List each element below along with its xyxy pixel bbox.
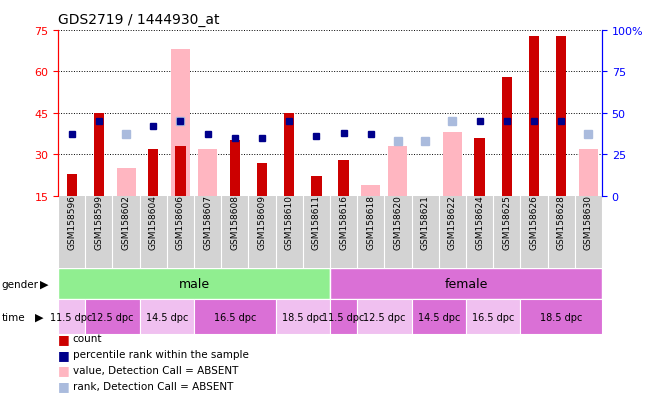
- Bar: [556, 36, 566, 196]
- Text: count: count: [73, 334, 102, 344]
- Bar: [416, 196, 435, 199]
- Bar: [171, 50, 190, 196]
- Text: female: female: [444, 278, 488, 290]
- Bar: [198, 150, 217, 196]
- Text: ■: ■: [58, 379, 70, 392]
- Bar: [339, 160, 348, 196]
- Text: 14.5 dpc: 14.5 dpc: [418, 312, 460, 322]
- Bar: [140, 299, 194, 335]
- Text: value, Detection Call = ABSENT: value, Detection Call = ABSENT: [73, 365, 238, 375]
- Bar: [148, 150, 158, 196]
- Bar: [194, 299, 276, 335]
- Bar: [330, 299, 357, 335]
- Text: 12.5 dpc: 12.5 dpc: [363, 312, 406, 322]
- Bar: [475, 138, 484, 196]
- Text: 14.5 dpc: 14.5 dpc: [146, 312, 188, 322]
- Text: ■: ■: [58, 332, 70, 345]
- Text: 11.5 dpc: 11.5 dpc: [322, 312, 365, 322]
- Text: 18.5 dpc: 18.5 dpc: [540, 312, 582, 322]
- Text: 16.5 dpc: 16.5 dpc: [214, 312, 256, 322]
- Text: gender: gender: [1, 279, 38, 289]
- Text: 16.5 dpc: 16.5 dpc: [472, 312, 514, 322]
- Text: rank, Detection Call = ABSENT: rank, Detection Call = ABSENT: [73, 381, 233, 391]
- Bar: [284, 114, 294, 196]
- Text: ■: ■: [58, 363, 70, 377]
- Bar: [176, 147, 185, 196]
- Text: 12.5 dpc: 12.5 dpc: [91, 312, 134, 322]
- Bar: [502, 78, 512, 196]
- Text: ▶: ▶: [40, 279, 48, 289]
- Bar: [357, 299, 412, 335]
- Text: percentile rank within the sample: percentile rank within the sample: [73, 349, 248, 359]
- Bar: [312, 177, 321, 196]
- Bar: [389, 147, 407, 196]
- Bar: [529, 36, 539, 196]
- Text: 11.5 dpc: 11.5 dpc: [50, 312, 93, 322]
- Bar: [257, 163, 267, 196]
- Bar: [412, 299, 466, 335]
- Text: GDS2719 / 1444930_at: GDS2719 / 1444930_at: [58, 13, 220, 27]
- Bar: [520, 299, 602, 335]
- Bar: [466, 299, 520, 335]
- Bar: [85, 299, 140, 335]
- Bar: [276, 299, 330, 335]
- Bar: [94, 114, 104, 196]
- Bar: [117, 169, 135, 196]
- Bar: [443, 133, 462, 196]
- Bar: [58, 299, 85, 335]
- Bar: [579, 150, 598, 196]
- Text: male: male: [178, 278, 210, 290]
- Bar: [230, 141, 240, 196]
- Text: 18.5 dpc: 18.5 dpc: [282, 312, 324, 322]
- Bar: [58, 268, 330, 299]
- Text: ▶: ▶: [35, 312, 44, 322]
- Bar: [361, 185, 380, 196]
- Bar: [67, 174, 77, 196]
- Bar: [330, 268, 602, 299]
- Text: time: time: [1, 312, 25, 322]
- Text: ■: ■: [58, 348, 70, 361]
